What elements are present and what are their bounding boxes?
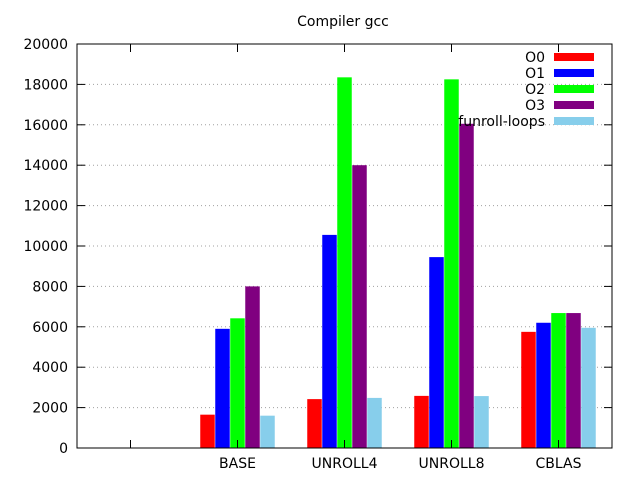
bar-o0-unroll8 <box>414 395 429 448</box>
legend-label: O2 <box>525 82 545 98</box>
bar-o1-cblas <box>536 322 551 448</box>
bar-o0-base <box>200 414 215 448</box>
bar-o1-base <box>215 328 230 448</box>
legend-swatch <box>554 117 594 125</box>
bar-funroll-loops-cblas <box>581 327 596 448</box>
chart-title: Compiler gcc <box>297 14 389 30</box>
bars <box>200 77 596 448</box>
y-tick-label: 18000 <box>23 77 68 93</box>
y-tick-label: 4000 <box>32 360 68 376</box>
y-tick-label: 8000 <box>32 279 68 295</box>
bar-o3-cblas <box>566 313 581 448</box>
y-tick-label: 12000 <box>23 199 68 215</box>
y-tick-label: 0 <box>59 441 68 457</box>
y-tick-label: 16000 <box>23 118 68 134</box>
bar-o0-unroll4 <box>307 399 322 448</box>
y-tick-label: 20000 <box>23 37 68 53</box>
legend-swatch <box>554 69 594 77</box>
y-tick-label: 10000 <box>23 239 68 255</box>
y-tick-label: 6000 <box>32 320 68 336</box>
bar-o0-cblas <box>521 331 536 448</box>
bar-o1-unroll8 <box>429 257 444 448</box>
legend-swatch <box>554 101 594 109</box>
legend-label: funroll-loops <box>458 114 545 130</box>
legend-label: O3 <box>525 98 545 114</box>
axis-ticks: 0 2000 4000 6000 8000 10000 12000 14000 16000 180… <box>23 37 612 472</box>
bar-o2-base <box>230 318 245 448</box>
x-tick-label: CBLAS <box>536 456 582 472</box>
legend-swatch <box>554 85 594 93</box>
y-tick-label: 14000 <box>23 158 68 174</box>
legend-swatch <box>554 53 594 61</box>
x-tick-label: BASE <box>219 456 256 472</box>
bar-o2-cblas <box>551 313 566 448</box>
x-tick-label: UNROLL4 <box>312 456 378 472</box>
legend-label: O0 <box>525 50 545 66</box>
bar-o2-unroll8 <box>444 79 459 448</box>
x-tick-label: UNROLL8 <box>419 456 485 472</box>
bar-o3-unroll4 <box>352 165 367 448</box>
bar-funroll-loops-unroll8 <box>474 396 489 448</box>
bar-o3-unroll8 <box>459 123 474 448</box>
bar-o1-unroll4 <box>322 234 337 448</box>
bar-funroll-loops-unroll4 <box>367 397 382 448</box>
bar-o3-base <box>245 286 260 448</box>
bar-funroll-loops-base <box>260 415 275 448</box>
y-tick-label: 2000 <box>32 401 68 417</box>
bar-o2-unroll4 <box>337 77 352 448</box>
legend-label: O1 <box>525 66 545 82</box>
